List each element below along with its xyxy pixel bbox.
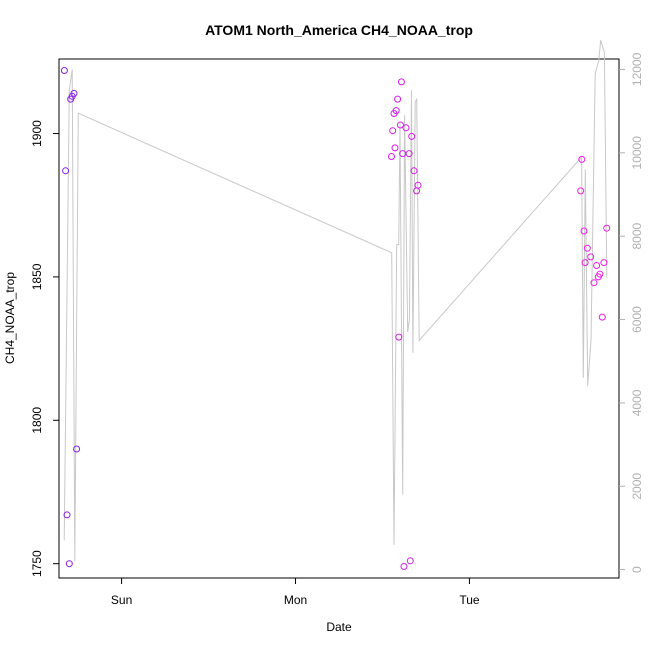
x-tick-label-2: Tue xyxy=(459,593,480,607)
x-tick-label-0: Sun xyxy=(111,593,132,607)
data-point-19 xyxy=(402,124,410,132)
data-point-23 xyxy=(410,167,418,175)
data-point-26 xyxy=(577,187,585,195)
y-axis-right: 0 2000 4000 6000 8000 10000 12000 xyxy=(619,52,644,573)
x-axis-label: Date xyxy=(326,620,352,634)
data-point-0 xyxy=(60,67,68,74)
y-tick-label-0: 1750 xyxy=(30,550,44,577)
chart-title: ATOM1 North_America CH4_NOAA_trop xyxy=(205,22,473,38)
y-tick-label-3: 1900 xyxy=(30,120,44,147)
data-point-13 xyxy=(394,95,402,103)
data-point-29 xyxy=(581,259,589,267)
data-point-21 xyxy=(406,557,414,565)
data-point-12 xyxy=(392,107,400,115)
data-point-27 xyxy=(578,155,586,163)
y-tick-label-2: 1850 xyxy=(30,263,44,290)
data-point-18 xyxy=(400,563,408,570)
y2-tick-label-2: 4000 xyxy=(630,389,644,416)
plot-frame xyxy=(58,58,620,579)
data-point-35 xyxy=(596,270,604,278)
data-point-36 xyxy=(598,313,606,321)
data-point-7 xyxy=(73,445,81,453)
data-point-11 xyxy=(391,144,399,152)
data-point-22 xyxy=(408,132,416,140)
data-point-14 xyxy=(395,333,403,341)
data-point-9 xyxy=(389,127,397,135)
altitude-series-line xyxy=(63,40,608,562)
data-point-28 xyxy=(580,227,588,235)
y-axis-left: 1750 1800 1850 1900 xyxy=(30,120,59,577)
y2-tick-label-4: 8000 xyxy=(630,222,644,249)
data-point-16 xyxy=(397,78,405,86)
data-point-30 xyxy=(583,244,591,252)
y2-tick-label-1: 2000 xyxy=(630,473,644,500)
points-layer xyxy=(60,67,611,570)
altitude-line-layer xyxy=(63,40,608,562)
data-point-20 xyxy=(405,150,413,158)
data-point-1 xyxy=(62,167,70,175)
data-point-3 xyxy=(65,560,73,568)
x-axis: Sun Mon Tue xyxy=(111,578,480,607)
data-point-8 xyxy=(388,153,395,160)
data-point-33 xyxy=(593,262,601,269)
data-point-37 xyxy=(600,259,608,267)
y2-tick-label-5: 10000 xyxy=(630,136,644,170)
data-point-32 xyxy=(590,279,598,287)
data-point-6 xyxy=(70,89,78,97)
data-point-15 xyxy=(396,121,404,129)
y2-tick-label-3: 6000 xyxy=(630,306,644,333)
y-axis-label: CH4_NOAA_trop xyxy=(3,272,17,364)
y2-tick-label-0: 0 xyxy=(630,566,644,573)
x-tick-label-1: Mon xyxy=(284,593,307,607)
data-point-25 xyxy=(414,181,422,189)
data-point-31 xyxy=(587,253,595,261)
y-tick-label-1: 1800 xyxy=(30,407,44,434)
data-point-2 xyxy=(63,511,71,519)
data-point-38 xyxy=(603,224,611,232)
y2-tick-label-6: 12000 xyxy=(630,52,644,86)
